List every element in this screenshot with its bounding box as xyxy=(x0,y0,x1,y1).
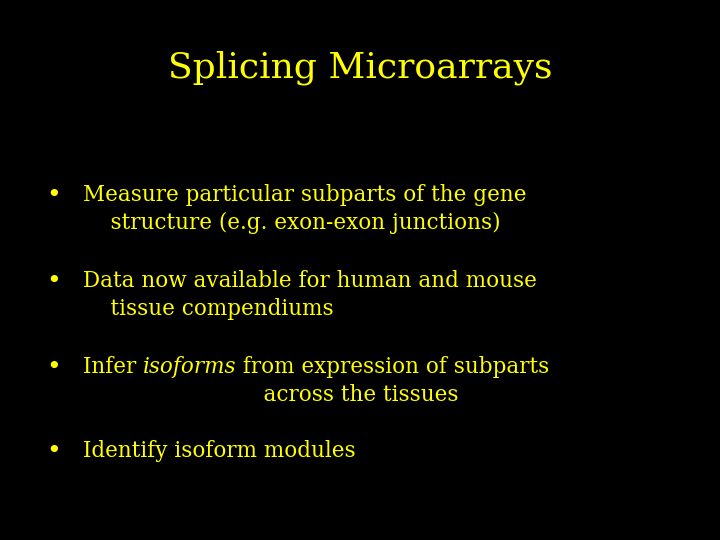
Text: Splicing Microarrays: Splicing Microarrays xyxy=(168,50,552,85)
Text: •: • xyxy=(47,440,61,463)
Text: isoforms: isoforms xyxy=(143,356,236,379)
Text: •: • xyxy=(47,184,61,207)
Text: Measure particular subparts of the gene
    structure (e.g. exon-exon junctions): Measure particular subparts of the gene … xyxy=(83,184,526,234)
Text: from expression of subparts
    across the tissues: from expression of subparts across the t… xyxy=(236,356,549,406)
Text: •: • xyxy=(47,356,61,380)
Text: Identify isoform modules: Identify isoform modules xyxy=(83,440,356,462)
Text: Infer: Infer xyxy=(83,356,143,379)
Text: •: • xyxy=(47,270,61,293)
Text: Data now available for human and mouse
    tissue compendiums: Data now available for human and mouse t… xyxy=(83,270,536,320)
